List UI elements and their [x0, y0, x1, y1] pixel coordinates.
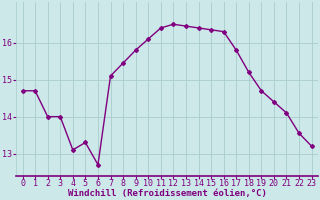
X-axis label: Windchill (Refroidissement éolien,°C): Windchill (Refroidissement éolien,°C) — [68, 189, 267, 198]
